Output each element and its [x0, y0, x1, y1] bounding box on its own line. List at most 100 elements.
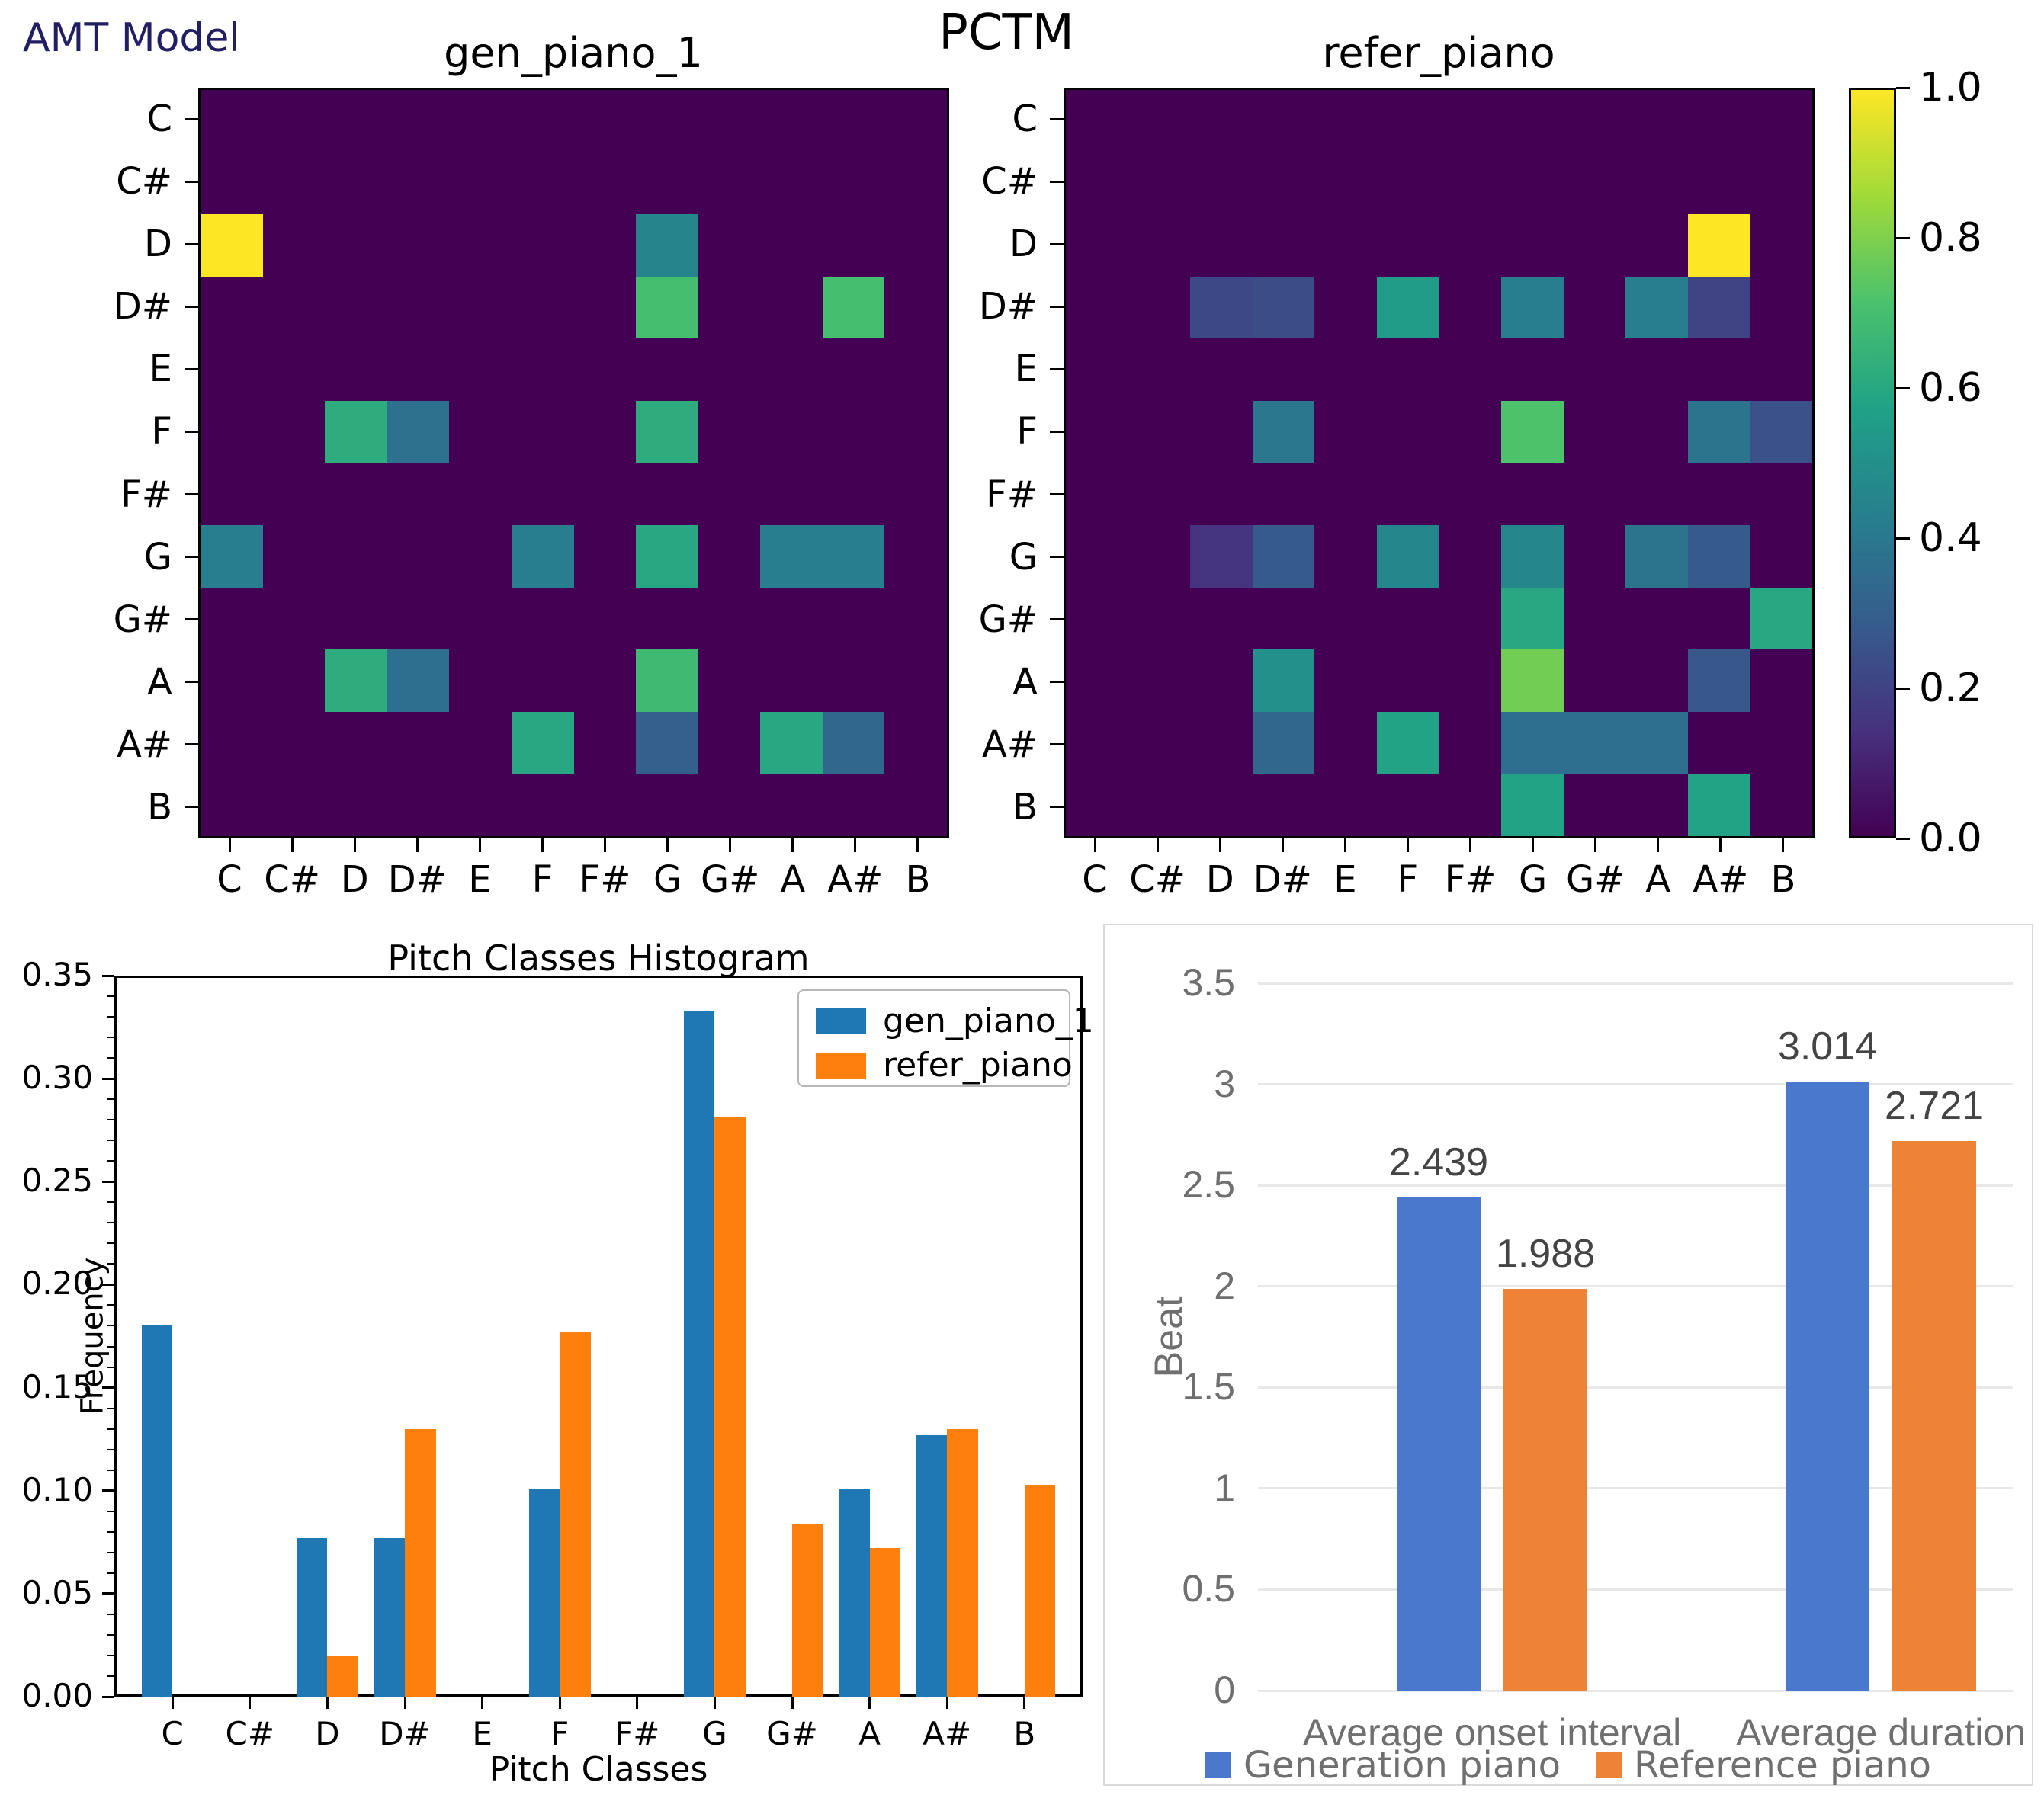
y-axis-tick-label: D#: [978, 285, 1038, 329]
heatmap-cell: [822, 338, 885, 401]
heatmap-cell: [1190, 649, 1253, 712]
y-axis-tick: [185, 743, 198, 746]
x-axis-tick: [666, 838, 669, 852]
heatmap-cell: [1066, 214, 1128, 277]
hist-y-minor-tick: [107, 1407, 114, 1409]
heatmap-cell: [201, 774, 263, 836]
heatmap-cell: [387, 525, 450, 588]
heatmap-cell: [201, 711, 263, 774]
hist-y-minor-tick: [107, 1222, 114, 1224]
heatmap-cell: [1376, 649, 1439, 712]
histogram-bar: [714, 1117, 746, 1697]
hist-y-tick-label: 0.05: [21, 1573, 93, 1611]
x-axis-tick: [791, 838, 794, 852]
heatmap-cell: [1439, 152, 1502, 215]
heatmap-cell: [325, 276, 387, 339]
heatmap-cell: [1314, 90, 1377, 152]
heatmap-cell: [1066, 463, 1128, 526]
heatmap-cell: [1625, 338, 1688, 401]
heatmap-cell: [387, 276, 450, 339]
hist-x-tick-label: E: [472, 1715, 493, 1752]
heatmap-cell: [1252, 774, 1315, 836]
heatmap-cell: [1128, 338, 1191, 401]
heatmap-cell: [1314, 400, 1377, 463]
heatmap-cell: [822, 214, 885, 277]
y-axis-tick-label: G: [1009, 535, 1038, 579]
heatmap-cell: [1314, 214, 1377, 277]
beat-bar-value-label: 3.014: [1777, 1024, 1878, 1069]
heatmap-cell: [387, 338, 450, 401]
hist-y-minor-tick: [107, 1428, 114, 1430]
heatmap-cell: [698, 587, 761, 650]
heatmap-cell: [325, 525, 387, 588]
hist-x-tick: [558, 1697, 561, 1709]
y-axis-tick: [1050, 806, 1064, 809]
heatmap-cell: [1687, 525, 1750, 588]
x-axis-tick: [353, 838, 356, 852]
heatmap-cell: [822, 276, 885, 339]
x-axis-tick-label: F#: [579, 858, 631, 901]
heatmap-cell: [1625, 587, 1688, 650]
heatmap-cell: [1314, 525, 1377, 588]
hist-y-minor-tick: [107, 995, 114, 998]
heatmap-cell: [449, 711, 512, 774]
heatmap-cell: [1190, 90, 1253, 152]
heatmap-cell: [449, 400, 512, 463]
x-axis-tick-label: G#: [700, 858, 760, 901]
heatmap-cell: [325, 587, 387, 650]
heatmap-cell: [884, 525, 947, 588]
heatmap-cell: [325, 90, 387, 152]
y-axis-tick-label: B: [1012, 785, 1038, 829]
heatmap-cell: [1687, 774, 1750, 836]
heatmap-cell: [1687, 649, 1750, 712]
heatmap-cell: [1439, 774, 1502, 836]
y-axis-tick: [1050, 305, 1064, 308]
heatmap-cell: [511, 649, 574, 712]
heatmap-refer-piano: [1064, 88, 1815, 838]
beat-gridline: [1258, 1083, 2013, 1086]
heatmap-cell: [1376, 214, 1439, 277]
y-axis-tick-label: G: [143, 535, 172, 579]
heatmap-cell: [760, 711, 823, 774]
heatmap-cell: [1750, 463, 1812, 526]
heatmap-cell: [822, 400, 885, 463]
histogram-xlabel: Pitch Classes: [489, 1750, 708, 1789]
heatmap-cell: [1252, 90, 1315, 152]
heatmap-cell: [262, 774, 326, 836]
hist-x-tick-label: D: [315, 1715, 340, 1752]
histogram-bar: [296, 1537, 328, 1697]
hist-y-minor-tick: [107, 1345, 114, 1348]
colorbar-tick-label: 0.6: [1919, 365, 1982, 411]
hist-x-tick: [636, 1697, 639, 1709]
heatmap-cell: [1563, 338, 1626, 401]
heatmap-cell: [822, 152, 885, 215]
hist-y-tick-label: 0.10: [21, 1470, 93, 1508]
heatmap-cell: [1687, 90, 1750, 152]
heatmap-cell: [1190, 774, 1253, 836]
heatmap-cell: [262, 711, 326, 774]
heatmap-cell: [1066, 774, 1128, 836]
hist-x-tick: [868, 1697, 871, 1709]
hist-y-tick-label: 0.30: [21, 1059, 93, 1097]
hist-y-minor-tick: [107, 1366, 114, 1368]
beat-gridline: [1258, 1184, 2013, 1187]
hist-x-tick: [403, 1697, 406, 1709]
x-axis-tick: [729, 838, 732, 852]
heatmap-cell: [1501, 774, 1564, 836]
heatmap-cell: [573, 400, 637, 463]
heatmap-cell: [573, 152, 637, 215]
hist-x-tick: [791, 1697, 794, 1709]
heatmap-cell: [449, 649, 512, 712]
x-axis-tick: [1719, 838, 1722, 852]
heatmap-cell: [822, 587, 885, 650]
beat-y-tick-label: 1: [1214, 1466, 1235, 1509]
x-axis-tick: [541, 838, 544, 852]
heatmap-cell: [1687, 152, 1750, 215]
heatmap-cell: [1625, 276, 1688, 339]
heatmap-cell: [573, 774, 637, 836]
heatmap-cell: [387, 152, 450, 215]
heatmap-cell: [1128, 276, 1191, 339]
heatmap-cell: [1314, 649, 1377, 712]
heatmap-cell: [884, 774, 947, 836]
heatmap-cell: [1252, 711, 1315, 774]
